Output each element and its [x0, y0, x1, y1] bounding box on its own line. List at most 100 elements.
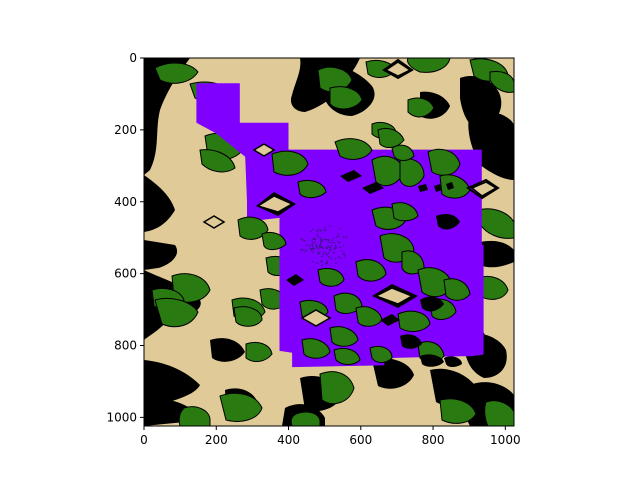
unit-dot	[335, 246, 337, 248]
unit-dot	[303, 239, 306, 242]
unit-dot	[324, 229, 327, 231]
unit-dot	[325, 238, 328, 241]
x-tick-label: 600	[349, 433, 372, 447]
unit-dot	[335, 262, 337, 264]
unit-dot	[317, 235, 319, 238]
unit-dot	[331, 239, 333, 241]
unit-dot	[330, 257, 333, 260]
unit-dot	[333, 251, 335, 254]
unit-dot	[319, 229, 321, 231]
unit-dot	[317, 251, 320, 254]
unit-dot	[342, 245, 345, 247]
unit-dot	[339, 257, 342, 259]
unit-dot	[312, 228, 315, 230]
unit-dot	[325, 252, 327, 254]
unit-dot	[319, 245, 321, 248]
y-axis: 0 200 400 600 800 1000	[106, 51, 144, 424]
unit-dot	[320, 246, 323, 248]
unit-dot	[316, 262, 318, 264]
unit-dot	[320, 229, 323, 232]
unit-dot	[325, 262, 328, 265]
unit-dot	[304, 250, 307, 253]
unit-dot	[300, 238, 303, 240]
x-tick-label: 400	[277, 433, 300, 447]
unit-dot	[319, 252, 321, 255]
unit-dot	[317, 252, 319, 255]
unit-dot	[320, 240, 322, 243]
unit-dot	[319, 246, 321, 249]
unit-dot	[333, 241, 336, 244]
unit-dot	[312, 251, 315, 253]
unit-dot	[325, 260, 328, 262]
plot-area	[144, 58, 514, 426]
unit-dot	[300, 248, 303, 250]
unit-dot	[320, 238, 323, 241]
unit-dot	[323, 251, 325, 253]
unit-dot	[323, 229, 326, 232]
unit-dot	[319, 244, 321, 246]
unit-dot	[317, 248, 319, 250]
y-tick-label: 1000	[106, 410, 137, 424]
unit-dot	[326, 253, 329, 256]
unit-dot	[312, 260, 314, 263]
x-tick-label: 800	[422, 433, 445, 447]
unit-dot	[316, 233, 319, 236]
unit-dot	[308, 244, 311, 247]
unit-dot	[302, 239, 305, 241]
unit-dot	[334, 244, 337, 247]
unit-dot	[330, 245, 333, 247]
x-tick-label: 0	[140, 433, 148, 447]
unit-dot	[303, 249, 305, 251]
unit-dot	[327, 238, 329, 241]
unit-dot	[323, 227, 326, 229]
unit-dot	[328, 255, 330, 258]
x-axis: 0 200 400 600 800 1000	[140, 426, 521, 447]
y-tick-label: 400	[114, 195, 137, 209]
unit-dot	[329, 249, 331, 251]
unit-dot	[315, 244, 317, 247]
unit-dot	[311, 245, 314, 248]
unit-dot	[333, 237, 335, 239]
y-tick-label: 0	[129, 51, 137, 65]
unit-dot	[321, 247, 324, 249]
unit-dot	[343, 252, 345, 255]
unit-dot	[326, 261, 329, 264]
unit-dot	[341, 250, 343, 252]
unit-dot	[309, 247, 312, 250]
y-tick-label: 200	[114, 123, 137, 137]
unit-dot	[321, 255, 324, 258]
unit-dot	[313, 247, 316, 250]
unit-dot	[321, 260, 324, 263]
unit-dot	[314, 238, 317, 240]
unit-dot	[305, 244, 308, 246]
y-tick-label: 600	[114, 267, 137, 281]
plot-frame	[143, 57, 515, 427]
unit-dot	[329, 225, 331, 227]
unit-dot	[314, 241, 316, 244]
unit-dot	[327, 251, 330, 254]
unit-dot	[312, 238, 315, 240]
inner-terrain-layer	[202, 58, 500, 367]
unit-dot	[338, 241, 341, 244]
unit-dot	[306, 249, 308, 251]
unit-dot	[335, 235, 338, 238]
unit-dot	[319, 260, 322, 263]
unit-dot	[328, 246, 330, 248]
unit-dot	[316, 229, 319, 231]
unit-dot	[310, 230, 312, 233]
unit-dot	[319, 237, 322, 239]
unit-dot	[339, 246, 342, 249]
unit-dot	[344, 255, 346, 257]
unit-dot	[320, 242, 322, 245]
x-tick-label: 200	[205, 433, 228, 447]
unit-dot	[311, 248, 313, 251]
unit-dot	[310, 250, 313, 252]
unit-dot	[330, 242, 333, 244]
dot-cluster	[300, 225, 348, 266]
unit-dot	[338, 235, 341, 238]
unit-dot	[316, 230, 319, 233]
unit-dot	[337, 233, 340, 235]
unit-dot	[337, 241, 340, 243]
unit-dot	[325, 246, 328, 249]
